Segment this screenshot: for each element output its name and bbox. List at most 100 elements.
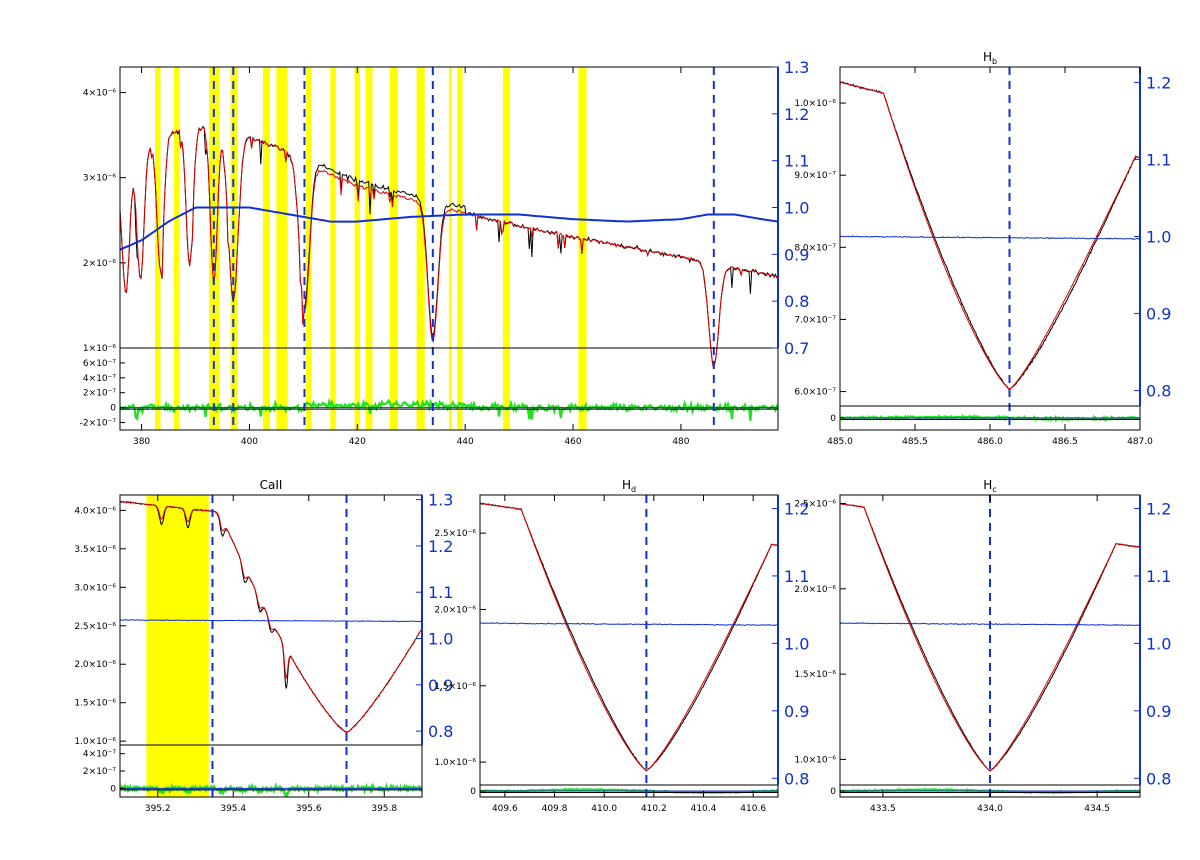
- model-spectrum-line: [480, 502, 778, 772]
- masked-region: [230, 67, 238, 430]
- ratio-curve-line: [840, 235, 1140, 241]
- masked-region: [365, 67, 373, 430]
- masked-region: [155, 67, 161, 430]
- right-tick-label: 1.1: [784, 152, 809, 171]
- panel-hdelta: 1.0×10⁻⁶ 1.5×10⁻⁶ 2.0×10⁻⁶ 2.5×10⁻⁶ 0.8 0.9 1.…: [434, 478, 809, 814]
- y-tick-label: 2.5×10⁻⁶: [74, 622, 116, 632]
- right-tick-label: 1.0: [784, 199, 809, 218]
- resid-tick-label: 6×10⁻⁷: [83, 359, 116, 369]
- right-tick-label: 1.0: [1146, 634, 1171, 653]
- masked-region: [389, 67, 398, 430]
- panel-overview: 1×10⁻⁶ 2×10⁻⁶ 3×10⁻⁶ 4×10⁻⁶ 0.7 0.8 0.9 1.0 1.1 1…: [80, 58, 810, 447]
- right-tick-label: 0.9: [1146, 702, 1171, 721]
- masked-region: [208, 67, 220, 430]
- right-tick-label: 1.1: [428, 583, 453, 602]
- y-tick-label: 3.0×10⁻⁶: [74, 583, 116, 593]
- x-tick-label: 409.6: [492, 804, 518, 814]
- y-tick-label: 1.0×10⁻⁶: [74, 737, 116, 747]
- right-tick-label: 0.9: [1146, 305, 1171, 324]
- x-tick-label: 395.2: [145, 804, 171, 814]
- masked-region: [449, 67, 452, 430]
- masked-region: [457, 67, 463, 430]
- ratio-curve-line: [480, 622, 778, 627]
- x-tick-label: 395.4: [220, 804, 246, 814]
- model-spectrum-line: [840, 81, 1140, 390]
- model-spectrum-line: [120, 126, 778, 369]
- y-tick-label: 2.0×10⁻⁶: [434, 605, 476, 615]
- observed-spectrum-line: [840, 81, 1140, 390]
- masked-region: [502, 67, 510, 430]
- right-tick-label: 1.0: [428, 630, 453, 649]
- resid-tick-label: 0: [830, 414, 836, 424]
- masked-region: [276, 67, 288, 430]
- right-tick-label: 0.8: [1146, 382, 1171, 401]
- panel-title: Hb: [983, 50, 997, 66]
- right-tick-label: 0.9: [428, 676, 453, 695]
- x-tick-label: 485.5: [902, 437, 928, 447]
- plot-area: [120, 67, 778, 430]
- y-tick-label: 2.0×10⁻⁶: [794, 585, 836, 595]
- y-tick-label: 4×10⁻⁶: [83, 89, 116, 99]
- ratio-curve-line: [120, 206, 778, 251]
- right-tick-label: 0.8: [784, 292, 809, 311]
- right-tick-label: 1.2: [784, 499, 809, 518]
- masked-region: [262, 67, 270, 430]
- right-tick-label: 0.8: [428, 722, 453, 741]
- y-tick-label: 1.0×10⁻⁶: [794, 99, 836, 109]
- panel-title: CaII: [260, 478, 283, 492]
- panel-caII: 1.0×10⁻⁶ 1.5×10⁻⁶ 2.0×10⁻⁶ 2.5×10⁻⁶ 3.0×10⁻⁶…: [74, 478, 453, 814]
- y-tick-label: 2.5×10⁻⁶: [434, 529, 476, 539]
- x-tick-label: 395.8: [371, 804, 397, 814]
- model-spectrum-line: [120, 501, 422, 734]
- resid-tick-label: 0: [110, 404, 116, 414]
- masked-region: [354, 67, 361, 430]
- y-tick-label: 3.5×10⁻⁶: [74, 545, 116, 555]
- panel-title-main: H: [622, 478, 631, 492]
- right-tick-label: 0.9: [784, 245, 809, 264]
- plot-frame: [479, 494, 779, 798]
- model-spectrum-line: [840, 503, 1140, 772]
- resid-tick-label: 0: [830, 787, 836, 797]
- plot-frame: [839, 66, 1141, 431]
- y-tick-label: 1.0×10⁻⁶: [434, 758, 476, 768]
- masked-region: [146, 495, 209, 797]
- right-tick-label: 0.7: [784, 339, 809, 358]
- x-tick-label: 420: [349, 437, 366, 447]
- y-tick-label: 6.0×10⁻⁷: [794, 388, 836, 398]
- x-tick-label: 410.6: [740, 804, 766, 814]
- right-tick-label: 1.2: [1146, 499, 1171, 518]
- x-tick-label: 410.2: [641, 804, 667, 814]
- right-tick-label: 1.0: [784, 634, 809, 653]
- x-tick-label: 400: [241, 437, 258, 447]
- x-tick-label: 486.5: [1052, 437, 1078, 447]
- x-tick-label: 486.0: [977, 437, 1003, 447]
- y-tick-label: 3×10⁻⁶: [83, 174, 116, 184]
- masked-region: [306, 67, 312, 430]
- panel-title: Hc: [983, 478, 996, 494]
- x-tick-label: 440: [457, 437, 474, 447]
- right-tick-label: 1.1: [1146, 150, 1171, 169]
- masked-region: [330, 67, 336, 430]
- x-tick-label: 410.4: [691, 804, 717, 814]
- y-tick-label: 2.0×10⁻⁶: [74, 660, 116, 670]
- plot-area: [840, 67, 1140, 430]
- y-tick-label: 7.0×10⁻⁷: [794, 315, 836, 325]
- right-tick-label: 1.2: [1146, 73, 1171, 92]
- x-tick-label: 410.0: [591, 804, 617, 814]
- y-tick-label: 2×10⁻⁶: [83, 259, 116, 269]
- right-tick-label: 1.0: [1146, 228, 1171, 247]
- right-tick-label: 0.8: [1146, 769, 1171, 788]
- right-tick-label: 1.2: [784, 105, 809, 124]
- y-tick-label: 1×10⁻⁶: [83, 344, 116, 354]
- right-tick-label: 0.8: [784, 769, 809, 788]
- right-tick-label: 1.2: [428, 537, 453, 556]
- y-tick-label: 1.5×10⁻⁶: [434, 682, 476, 692]
- resid-tick-label: -2×10⁻⁷: [80, 419, 117, 429]
- y-tick-label: 1.0×10⁻⁶: [794, 755, 836, 765]
- panel-title: Hd: [622, 478, 636, 494]
- right-tick-label: 0.9: [784, 702, 809, 721]
- right-tick-label: 1.3: [428, 491, 453, 510]
- right-tick-label: 1.1: [1146, 567, 1171, 586]
- x-tick-label: 434.5: [1084, 804, 1110, 814]
